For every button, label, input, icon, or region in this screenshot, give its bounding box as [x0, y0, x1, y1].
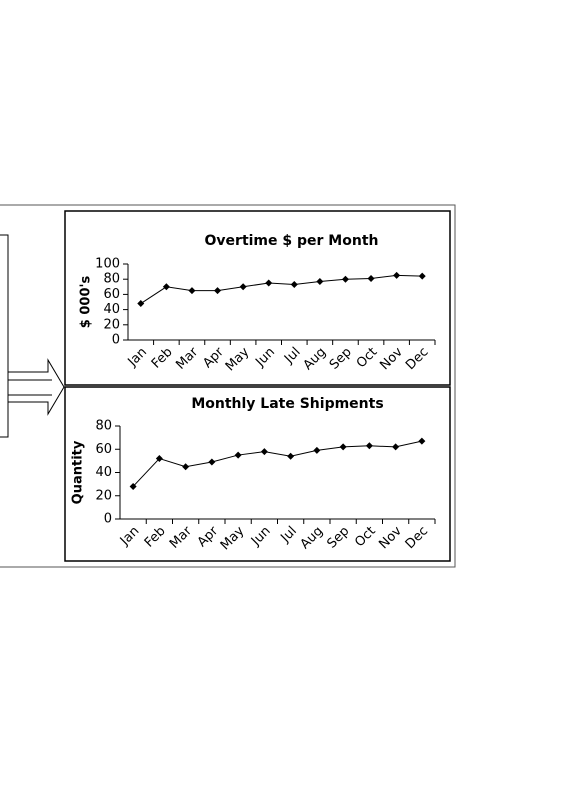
y-tick-label: 0	[112, 333, 120, 348]
data-marker	[188, 287, 196, 295]
data-marker	[418, 437, 426, 445]
y-tick-label: 60	[95, 442, 112, 457]
data-marker	[316, 277, 324, 285]
y-tick-label: 80	[103, 272, 120, 287]
data-marker	[137, 300, 145, 308]
data-marker	[393, 271, 401, 279]
chart-panel	[64, 210, 451, 386]
data-marker	[290, 281, 298, 289]
data-marker	[392, 443, 400, 451]
data-marker	[129, 482, 137, 490]
data-marker	[208, 458, 216, 466]
data-marker	[313, 446, 321, 454]
y-tick-label: 60	[103, 287, 120, 302]
data-marker	[341, 275, 349, 283]
y-tick-label: 40	[103, 302, 120, 317]
chart-panel	[64, 386, 451, 562]
data-marker	[260, 448, 268, 456]
chart-title: Monthly Late Shipments	[191, 396, 383, 412]
data-marker	[239, 283, 247, 291]
data-marker	[418, 272, 426, 280]
chart-title: Overtime $ per Month	[205, 233, 379, 249]
y-tick-label: 40	[95, 465, 112, 480]
y-tick-label: 20	[95, 488, 112, 503]
y-tick-label: 80	[95, 419, 112, 434]
y-tick-label: 100	[95, 257, 120, 272]
left-box	[0, 234, 9, 438]
data-marker	[182, 463, 190, 471]
data-line	[140, 274, 423, 304]
data-marker	[265, 279, 273, 287]
y-tick-label: 20	[103, 317, 120, 332]
outer-frame	[0, 204, 456, 568]
y-tick-label: 0	[104, 512, 112, 527]
data-marker	[155, 455, 163, 463]
data-marker	[367, 274, 375, 282]
data-marker	[234, 451, 242, 459]
data-marker	[162, 283, 170, 291]
data-marker	[339, 443, 347, 451]
data-line	[132, 440, 422, 487]
y-axis-label: $ 000's	[79, 276, 94, 329]
y-axis-label: Quantity	[71, 440, 86, 504]
data-marker	[287, 452, 295, 460]
data-marker	[365, 442, 373, 450]
data-marker	[214, 287, 222, 295]
arrow	[7, 358, 65, 416]
